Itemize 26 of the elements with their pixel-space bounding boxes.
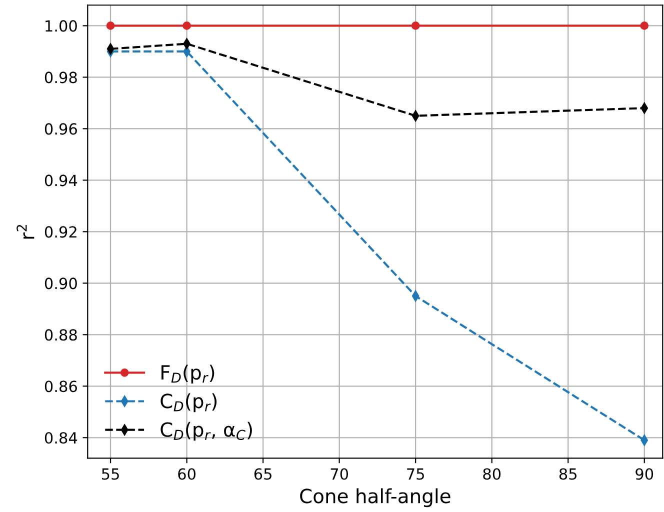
x-tick-label: 75 [407, 468, 424, 480]
legend-label: F$_{D}$(p$_{r}$) [162, 364, 214, 384]
y-tick-label: 0.96 [44, 123, 77, 135]
point [182, 22, 191, 30]
point [640, 22, 649, 30]
point [106, 22, 115, 30]
x-tick-label: 60 [178, 468, 196, 480]
y-tick-label: 0.84 [44, 432, 78, 444]
x-tick-label: 85 [559, 468, 576, 480]
legend-label: C$_{D}$(p$_{r}$) [160, 393, 217, 412]
y-tick-label: 0.98 [44, 72, 77, 84]
y-tick-label: 0.88 [44, 329, 77, 341]
point [411, 22, 420, 30]
y-axis-title: r$^{2}$ [16, 224, 34, 239]
y-tick-label: 0.92 [44, 226, 76, 238]
x-tick-label: 55 [102, 468, 119, 480]
x-axis-title: Cone half-angle [300, 488, 450, 508]
y-tick-label: 0.90 [44, 278, 77, 290]
y-tick-label: 1.00 [46, 20, 77, 32]
x-tick-label: 90 [636, 468, 654, 480]
x-tick-label: 80 [483, 468, 501, 480]
y-tick-label: 0.86 [44, 380, 77, 392]
x-tick-label: 65 [254, 468, 272, 480]
y-tick-label: 0.94 [44, 174, 78, 186]
legend-label: C$_{D}$(p$_{r}$, α$_{C}$) [160, 422, 252, 441]
x-tick-label: 70 [330, 468, 348, 480]
